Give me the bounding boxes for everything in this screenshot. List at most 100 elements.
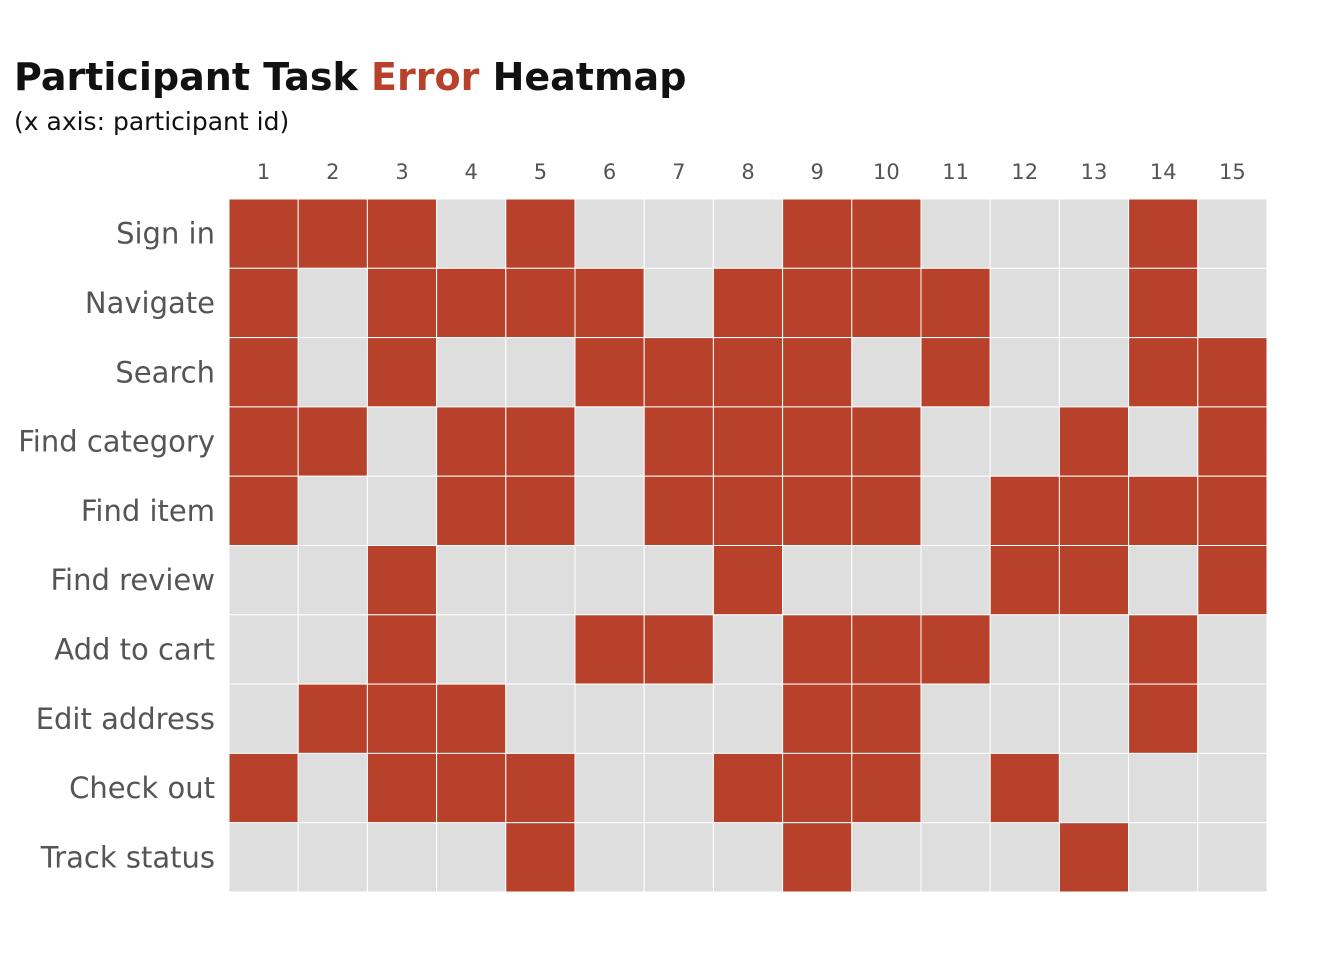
heatmap-cell-search-6 xyxy=(574,337,645,408)
heatmap-cell-edit-address-7 xyxy=(643,683,714,754)
heatmap-cell-search-14 xyxy=(1128,337,1199,408)
heatmap-cell-track-status-2 xyxy=(297,822,368,893)
heatmap-cell-find-item-4 xyxy=(436,475,507,547)
heatmap-cell-check-out-3 xyxy=(366,752,438,824)
chart-title-highlight: Error xyxy=(371,55,480,99)
y-tick-label-find-item: Find item xyxy=(81,494,215,528)
heatmap-cell-track-status-4 xyxy=(436,822,507,893)
heatmap-cell-track-status-8 xyxy=(712,822,784,893)
heatmap-cell-search-4 xyxy=(436,337,507,408)
heatmap-cell-add-to-cart-12 xyxy=(989,614,1060,685)
y-tick-label-add-to-cart: Add to cart xyxy=(54,632,215,666)
heatmap-cell-find-item-7 xyxy=(643,475,714,547)
heatmap-cell-find-category-15 xyxy=(1197,406,1268,477)
x-tick-label-9: 9 xyxy=(811,160,824,184)
heatmap-cell-edit-address-1 xyxy=(228,683,299,754)
heatmap-cell-sign-in-8 xyxy=(712,198,784,269)
heatmap-cell-add-to-cart-8 xyxy=(712,614,784,685)
heatmap-cell-edit-address-2 xyxy=(297,683,368,754)
chart-title-part2: Heatmap xyxy=(492,55,687,99)
x-tick-label-8: 8 xyxy=(741,160,754,184)
heatmap-cell-sign-in-13 xyxy=(1058,198,1130,269)
heatmap-cell-find-review-2 xyxy=(297,545,368,616)
heatmap-cell-add-to-cart-10 xyxy=(851,614,922,685)
x-tick-label-14: 14 xyxy=(1150,160,1177,184)
title-block: Participant Task Error Heatmap (x axis: … xyxy=(14,50,686,140)
heatmap-cell-find-item-14 xyxy=(1128,475,1199,547)
heatmap-cell-find-review-14 xyxy=(1128,545,1199,616)
heatmap-cell-find-review-6 xyxy=(574,545,645,616)
heatmap-cell-search-5 xyxy=(505,337,576,408)
chart-title: Participant Task Error Heatmap xyxy=(14,50,686,104)
heatmap-cell-find-item-8 xyxy=(712,475,784,547)
heatmap-cell-edit-address-8 xyxy=(712,683,784,754)
heatmap-cell-search-12 xyxy=(989,337,1060,408)
heatmap-cell-add-to-cart-14 xyxy=(1128,614,1199,685)
heatmap-cell-navigate-9 xyxy=(782,267,853,339)
heatmap-cell-track-status-14 xyxy=(1128,822,1199,893)
heatmap-cell-navigate-1 xyxy=(228,267,299,339)
heatmap-cell-edit-address-10 xyxy=(851,683,922,754)
heatmap-cell-track-status-6 xyxy=(574,822,645,893)
heatmap-cell-sign-in-11 xyxy=(920,198,991,269)
heatmap-cell-track-status-12 xyxy=(989,822,1060,893)
heatmap-cell-check-out-10 xyxy=(851,752,922,824)
heatmap-cell-edit-address-13 xyxy=(1058,683,1130,754)
heatmap-cell-find-review-4 xyxy=(436,545,507,616)
heatmap-cell-find-review-3 xyxy=(366,545,438,616)
heatmap-cell-check-out-15 xyxy=(1197,752,1268,824)
heatmap-cell-find-category-1 xyxy=(228,406,299,477)
heatmap-cell-check-out-1 xyxy=(228,752,299,824)
heatmap-cell-find-item-13 xyxy=(1058,475,1130,547)
heatmap-cells xyxy=(228,198,1268,893)
heatmap-cell-find-category-10 xyxy=(851,406,922,477)
heatmap-cell-find-category-5 xyxy=(505,406,576,477)
x-axis-tick-labels: 1 2 3 4 5 6 7 8 9 10 11 12 13 14 15 xyxy=(257,160,1246,184)
x-tick-label-11: 11 xyxy=(942,160,969,184)
heatmap-cell-add-to-cart-9 xyxy=(782,614,853,685)
heatmap-cell-navigate-5 xyxy=(505,267,576,339)
heatmap-cell-navigate-13 xyxy=(1058,267,1130,339)
heatmap-cell-find-item-5 xyxy=(505,475,576,547)
heatmap-cell-find-category-7 xyxy=(643,406,714,477)
heatmap-cell-edit-address-6 xyxy=(574,683,645,754)
heatmap-cell-navigate-12 xyxy=(989,267,1060,339)
heatmap-cell-sign-in-9 xyxy=(782,198,853,269)
heatmap-cell-find-category-3 xyxy=(366,406,438,477)
x-tick-label-5: 5 xyxy=(534,160,547,184)
heatmap-cell-add-to-cart-15 xyxy=(1197,614,1268,685)
heatmap-cell-navigate-3 xyxy=(366,267,438,339)
heatmap-cell-track-status-3 xyxy=(366,822,438,893)
heatmap-cell-navigate-6 xyxy=(574,267,645,339)
heatmap-cell-edit-address-12 xyxy=(989,683,1060,754)
heatmap-cell-check-out-5 xyxy=(505,752,576,824)
heatmap-cell-track-status-15 xyxy=(1197,822,1268,893)
heatmap-cell-navigate-11 xyxy=(920,267,991,339)
heatmap-cell-add-to-cart-2 xyxy=(297,614,368,685)
heatmap-cell-navigate-4 xyxy=(436,267,507,339)
heatmap-cell-check-out-9 xyxy=(782,752,853,824)
heatmap-cell-sign-in-1 xyxy=(228,198,299,269)
heatmap-cell-find-item-3 xyxy=(366,475,438,547)
heatmap-cell-track-status-9 xyxy=(782,822,853,893)
heatmap-cell-check-out-12 xyxy=(989,752,1060,824)
heatmap-cell-sign-in-5 xyxy=(505,198,576,269)
heatmap-cell-find-category-9 xyxy=(782,406,853,477)
heatmap-cell-find-category-2 xyxy=(297,406,368,477)
heatmap-cell-track-status-13 xyxy=(1058,822,1130,893)
heatmap-cell-add-to-cart-7 xyxy=(643,614,714,685)
heatmap-cell-find-review-15 xyxy=(1197,545,1268,616)
heatmap-cell-add-to-cart-11 xyxy=(920,614,991,685)
x-tick-label-1: 1 xyxy=(257,160,270,184)
heatmap-cell-search-10 xyxy=(851,337,922,408)
heatmap-cell-add-to-cart-4 xyxy=(436,614,507,685)
heatmap-cell-find-review-8 xyxy=(712,545,784,616)
heatmap-cell-find-review-11 xyxy=(920,545,991,616)
heatmap-cell-find-category-8 xyxy=(712,406,784,477)
heatmap-cell-check-out-2 xyxy=(297,752,368,824)
heatmap-cell-add-to-cart-6 xyxy=(574,614,645,685)
heatmap-cell-check-out-8 xyxy=(712,752,784,824)
heatmap-cell-edit-address-11 xyxy=(920,683,991,754)
heatmap-cell-add-to-cart-5 xyxy=(505,614,576,685)
heatmap-cell-edit-address-3 xyxy=(366,683,438,754)
